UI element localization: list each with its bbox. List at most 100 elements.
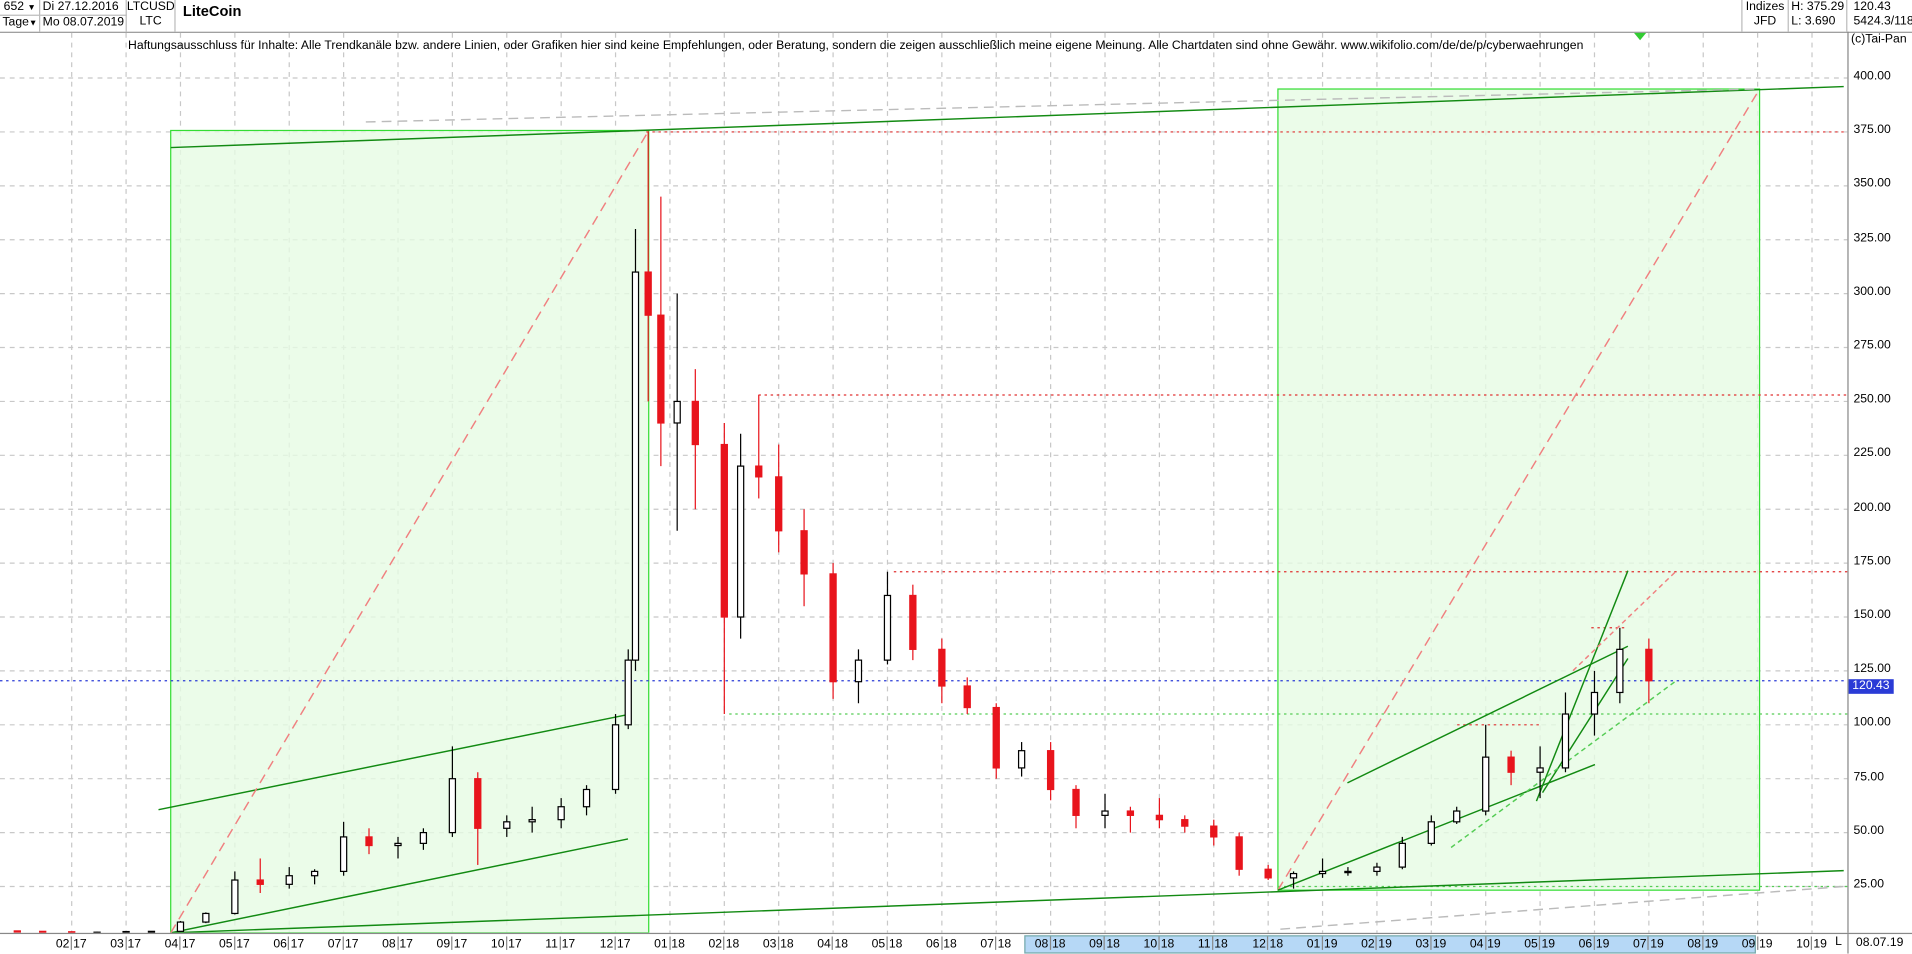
candle-body (557, 806, 565, 821)
x-tick-mark (1810, 936, 1813, 950)
x-tick-label: 04 17 (164, 936, 195, 952)
candle-body (1427, 821, 1435, 844)
count-value: 652 (3, 0, 25, 14)
x-tick-mark (1647, 936, 1649, 950)
y-tick-label: 350.00 (1853, 177, 1891, 191)
x-tick-year: 18 (943, 937, 957, 952)
symbol-box: LTCUSD LTC (127, 0, 176, 32)
candle-body (992, 706, 1000, 769)
x-tick-label: 08 18 (1035, 936, 1066, 951)
candle-body (147, 930, 156, 933)
count-select[interactable]: 652 ▼ (0, 0, 41, 16)
date-from[interactable]: Di 27.12.2016 (40, 0, 127, 16)
trend-line (1541, 658, 1629, 793)
candle-body (310, 870, 319, 877)
x-tick-mark (1211, 936, 1214, 950)
candle-body (1344, 870, 1352, 874)
x-tick-mark (886, 936, 888, 950)
x-tick-year: 17 (561, 937, 576, 952)
x-tick-mark (1321, 936, 1323, 950)
scale-toggle-button[interactable]: L (1835, 935, 1842, 949)
x-tick-mark (396, 936, 399, 950)
x-tick-label: 06 18 (926, 936, 957, 951)
x-tick-month: 10 (1143, 937, 1158, 952)
candle-body (39, 930, 47, 933)
x-axis[interactable]: 02 17 03 17 04 17 05 17 06 17 07 17 08 17 09 17 10 17 11 17… (0, 932, 1912, 954)
x-tick-mark (451, 936, 453, 950)
x-tick-mark (125, 936, 127, 950)
trend-line (158, 713, 629, 811)
x-tick-mark (940, 936, 942, 950)
x-tick-mark (505, 936, 507, 950)
candle-body (528, 819, 536, 823)
x-tick-label: 04 19 (1470, 936, 1501, 951)
current-date: 08.07.19 (1855, 936, 1904, 950)
x-tick-year: 19 (1323, 937, 1338, 952)
x-tick-year: 17 (616, 937, 631, 952)
x-tick-month: 08 (382, 937, 396, 952)
period-value: Tage (2, 15, 29, 30)
x-tick-label: 04 18 (817, 936, 848, 951)
x-tick-year: 19 (1758, 937, 1773, 952)
candle-body (365, 836, 373, 847)
x-tick-month: 05 (1524, 937, 1538, 952)
x-tick-label: 09 19 (1742, 936, 1773, 951)
chevron-down-icon: ▼ (28, 19, 38, 29)
x-tick-label: 05 17 (219, 936, 250, 951)
x-tick-month: 03 (110, 937, 124, 952)
marker-triangle-icon (1633, 32, 1647, 41)
y-tick-label: 200.00 (1853, 500, 1891, 515)
x-tick-month: 08 (1034, 937, 1049, 952)
x-tick-mark (1049, 936, 1051, 950)
x-tick-label: 11 17 (545, 936, 575, 951)
candle-body (1590, 691, 1599, 715)
y-tick-label: 75.00 (1853, 770, 1884, 784)
period-select[interactable]: Tage▼ (0, 15, 41, 32)
trend-line (170, 869, 1844, 933)
chevron-down-icon: ▼ (27, 3, 36, 13)
x-tick-mark (70, 936, 72, 950)
trend-line (170, 838, 629, 933)
x-tick-label: 03 18 (763, 936, 794, 951)
candle-body (1507, 756, 1515, 773)
candle-body (1645, 648, 1653, 682)
x-tick-mark (1375, 936, 1378, 950)
x-tick-label: 03 17 (110, 936, 141, 951)
candle-body (736, 465, 745, 618)
candle-body (503, 821, 511, 829)
candle-body (611, 724, 620, 791)
x-tick-mark (723, 936, 725, 950)
last-price-label: 120.43 (1848, 679, 1894, 694)
candle-body (1289, 872, 1298, 879)
y-tick-label: 125.00 (1853, 662, 1891, 676)
date-to[interactable]: Mo 08.07.2019 (40, 15, 127, 32)
x-tick-label: 08 17 (382, 936, 413, 951)
x-tick-month: 04 (164, 937, 179, 952)
candle-body (1536, 767, 1544, 773)
exchange-box: Indizes JFD (1741, 0, 1789, 32)
x-tick-year: 17 (399, 937, 413, 952)
x-tick-month: 03 (1415, 937, 1430, 952)
candle-body (474, 778, 482, 829)
x-tick-label: 07 17 (328, 936, 359, 951)
x-tick-year: 17 (73, 937, 87, 952)
x-tick-label: 12 18 (1252, 936, 1283, 951)
x-tick-label: 06 17 (273, 936, 304, 951)
x-tick-year: 18 (725, 937, 740, 952)
price-chart[interactable] (0, 0, 1848, 933)
x-tick-month: 06 (925, 937, 940, 952)
candle-body (1210, 825, 1218, 838)
candle-body (1561, 713, 1570, 769)
x-tick-year: 17 (453, 937, 468, 952)
candle-body (909, 594, 917, 650)
candle-body (448, 778, 457, 834)
candle-body (720, 443, 728, 618)
candle-body (755, 465, 763, 478)
header-bar: 652 ▼ Tage▼ Di 27.12.2016 Mo 08.07.2019 … (0, 0, 1912, 33)
x-tick-mark (1539, 936, 1541, 950)
x-tick-mark (1484, 936, 1486, 950)
x-tick-year: 19 (1378, 937, 1392, 952)
candle-body (13, 930, 21, 933)
x-tick-mark (1756, 936, 1758, 950)
last-price: 120.43 (1853, 0, 1891, 14)
